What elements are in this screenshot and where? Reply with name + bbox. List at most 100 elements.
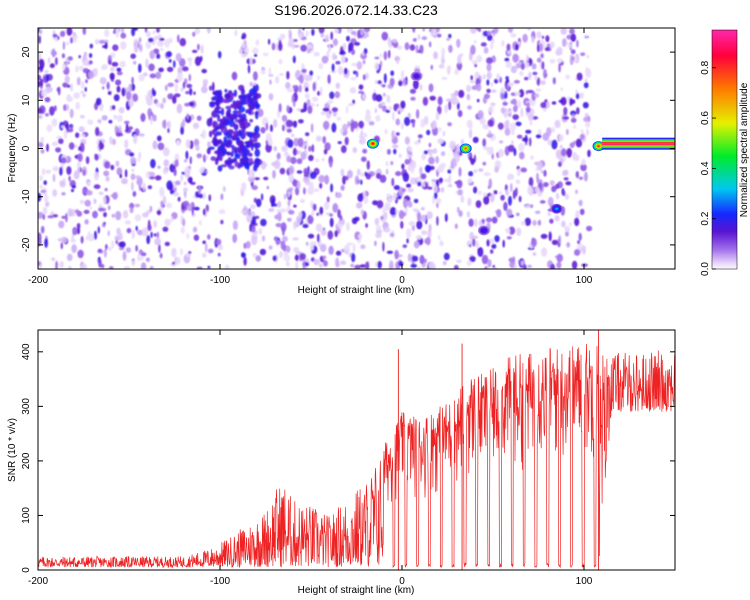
colorbar-cell	[712, 221, 737, 224]
snr-x-tick-label: -200	[28, 576, 48, 587]
colorbar-cell	[712, 165, 737, 168]
colorbar-cell	[712, 227, 737, 230]
colorbar-cell	[712, 47, 737, 51]
colorbar-cell	[712, 211, 737, 214]
colorbar-cell	[712, 53, 737, 57]
colorbar-cell	[712, 131, 737, 135]
colorbar-tick-label: 0.8	[700, 60, 711, 74]
colorbar-tick-label: 0.6	[700, 111, 711, 125]
colorbar-cell	[712, 267, 737, 270]
colorbar-cell	[712, 245, 737, 248]
colorbar-cell	[712, 237, 737, 240]
spectral-peak-6	[592, 141, 605, 152]
spectral-peak-4	[477, 225, 490, 236]
colorbar-tick-label: 0.0	[700, 262, 711, 276]
noise-speckles	[38, 28, 593, 269]
spectral-peak-5	[550, 203, 563, 214]
snr-x-tick-label: -100	[210, 576, 230, 587]
spectrogram-y-tick-label: -20	[21, 237, 32, 252]
colorbar-cell	[712, 93, 737, 97]
colorbar-cell	[712, 137, 737, 141]
colorbar-cell	[712, 111, 737, 115]
colorbar-cell	[712, 65, 737, 69]
snr-frame	[37, 329, 676, 571]
colorbar-cell	[712, 145, 737, 149]
colorbar-cell	[712, 119, 737, 123]
colorbar-cell	[712, 41, 737, 45]
colorbar-cell	[712, 109, 737, 113]
colorbar-cell	[712, 195, 737, 198]
spectral-peak-1	[366, 138, 379, 149]
colorbar-cell	[712, 121, 737, 125]
spectrogram-y-axis-label: Frequency (Hz)	[7, 114, 18, 183]
colorbar-cell	[712, 187, 737, 190]
colorbar-cell	[712, 257, 737, 260]
spectrogram-y-tick-label: 10	[21, 94, 32, 106]
colorbar-cell	[712, 63, 737, 67]
colorbar-label: Normalized spectral amplitude	[739, 82, 750, 217]
colorbar-cell	[712, 247, 737, 250]
colorbar-cell	[712, 191, 737, 194]
colorbar-cell	[712, 163, 737, 166]
colorbar-cell	[712, 151, 737, 154]
colorbar-cell	[712, 30, 737, 33]
colorbar-cell	[712, 231, 737, 234]
colorbar-cell	[712, 103, 737, 107]
spectrogram-y-tick-label: -10	[21, 189, 32, 204]
colorbar-cell	[712, 51, 737, 55]
chart-title: S196.2026.072.14.33.C23	[274, 2, 438, 18]
spectral-peak-3	[410, 71, 423, 82]
colorbar-cell	[712, 263, 737, 266]
colorbar-cell	[712, 155, 737, 158]
spectral-peak-2	[459, 143, 472, 154]
colorbar-cell	[712, 83, 737, 87]
spectrogram-x-tick-label: 100	[576, 275, 593, 286]
colorbar-cell	[712, 159, 737, 162]
colorbar-cell	[712, 97, 737, 101]
colorbar-cell	[712, 171, 737, 174]
colorbar-cell	[712, 183, 737, 186]
colorbar-cell	[712, 153, 737, 156]
colorbar-cell	[712, 213, 737, 216]
colorbar-cell	[712, 71, 737, 75]
colorbar-cell	[712, 253, 737, 256]
colorbar-cell	[712, 57, 737, 61]
colorbar-cell	[712, 261, 737, 264]
colorbar-cell	[712, 117, 737, 121]
colorbar-cell	[712, 249, 737, 252]
colorbar-cell	[712, 75, 737, 79]
colorbar-tick-label: 0.4	[700, 161, 711, 175]
colorbar-cell	[712, 101, 737, 105]
colorbar-cell	[712, 107, 737, 111]
colorbar-cell	[712, 35, 737, 39]
colorbar-cell	[712, 81, 737, 85]
spectrogram-x-tick-label: -200	[28, 275, 48, 286]
snr-y-tick-label: 200	[21, 452, 32, 469]
colorbar-cell	[712, 77, 737, 81]
colorbar-cell	[712, 67, 737, 71]
colorbar-cell	[712, 87, 737, 91]
colorbar-cell	[712, 185, 737, 188]
colorbar-cell	[712, 135, 737, 139]
colorbar-cell	[712, 167, 737, 170]
colorbar-cell	[712, 255, 737, 258]
colorbar-cell	[712, 169, 737, 172]
colorbar-cell	[712, 223, 737, 226]
colorbar-cell	[712, 225, 737, 228]
spectrogram-x-tick-label: 0	[399, 275, 405, 286]
colorbar-cell	[712, 207, 737, 210]
colorbar-cell	[712, 85, 737, 89]
colorbar-cell	[712, 161, 737, 164]
colorbar-cell	[712, 229, 737, 232]
snr-y-tick-label: 0	[21, 567, 32, 573]
colorbar-cell	[712, 45, 737, 49]
colorbar-cell	[712, 149, 737, 152]
colorbar-cell	[712, 73, 737, 77]
colorbar-cell	[712, 181, 737, 184]
colorbar-cell	[712, 143, 737, 147]
colorbar-cell	[712, 123, 737, 127]
snr-y-tick-label: 300	[21, 398, 32, 415]
colorbar-cell	[712, 201, 737, 204]
colorbar-cell	[712, 133, 737, 137]
